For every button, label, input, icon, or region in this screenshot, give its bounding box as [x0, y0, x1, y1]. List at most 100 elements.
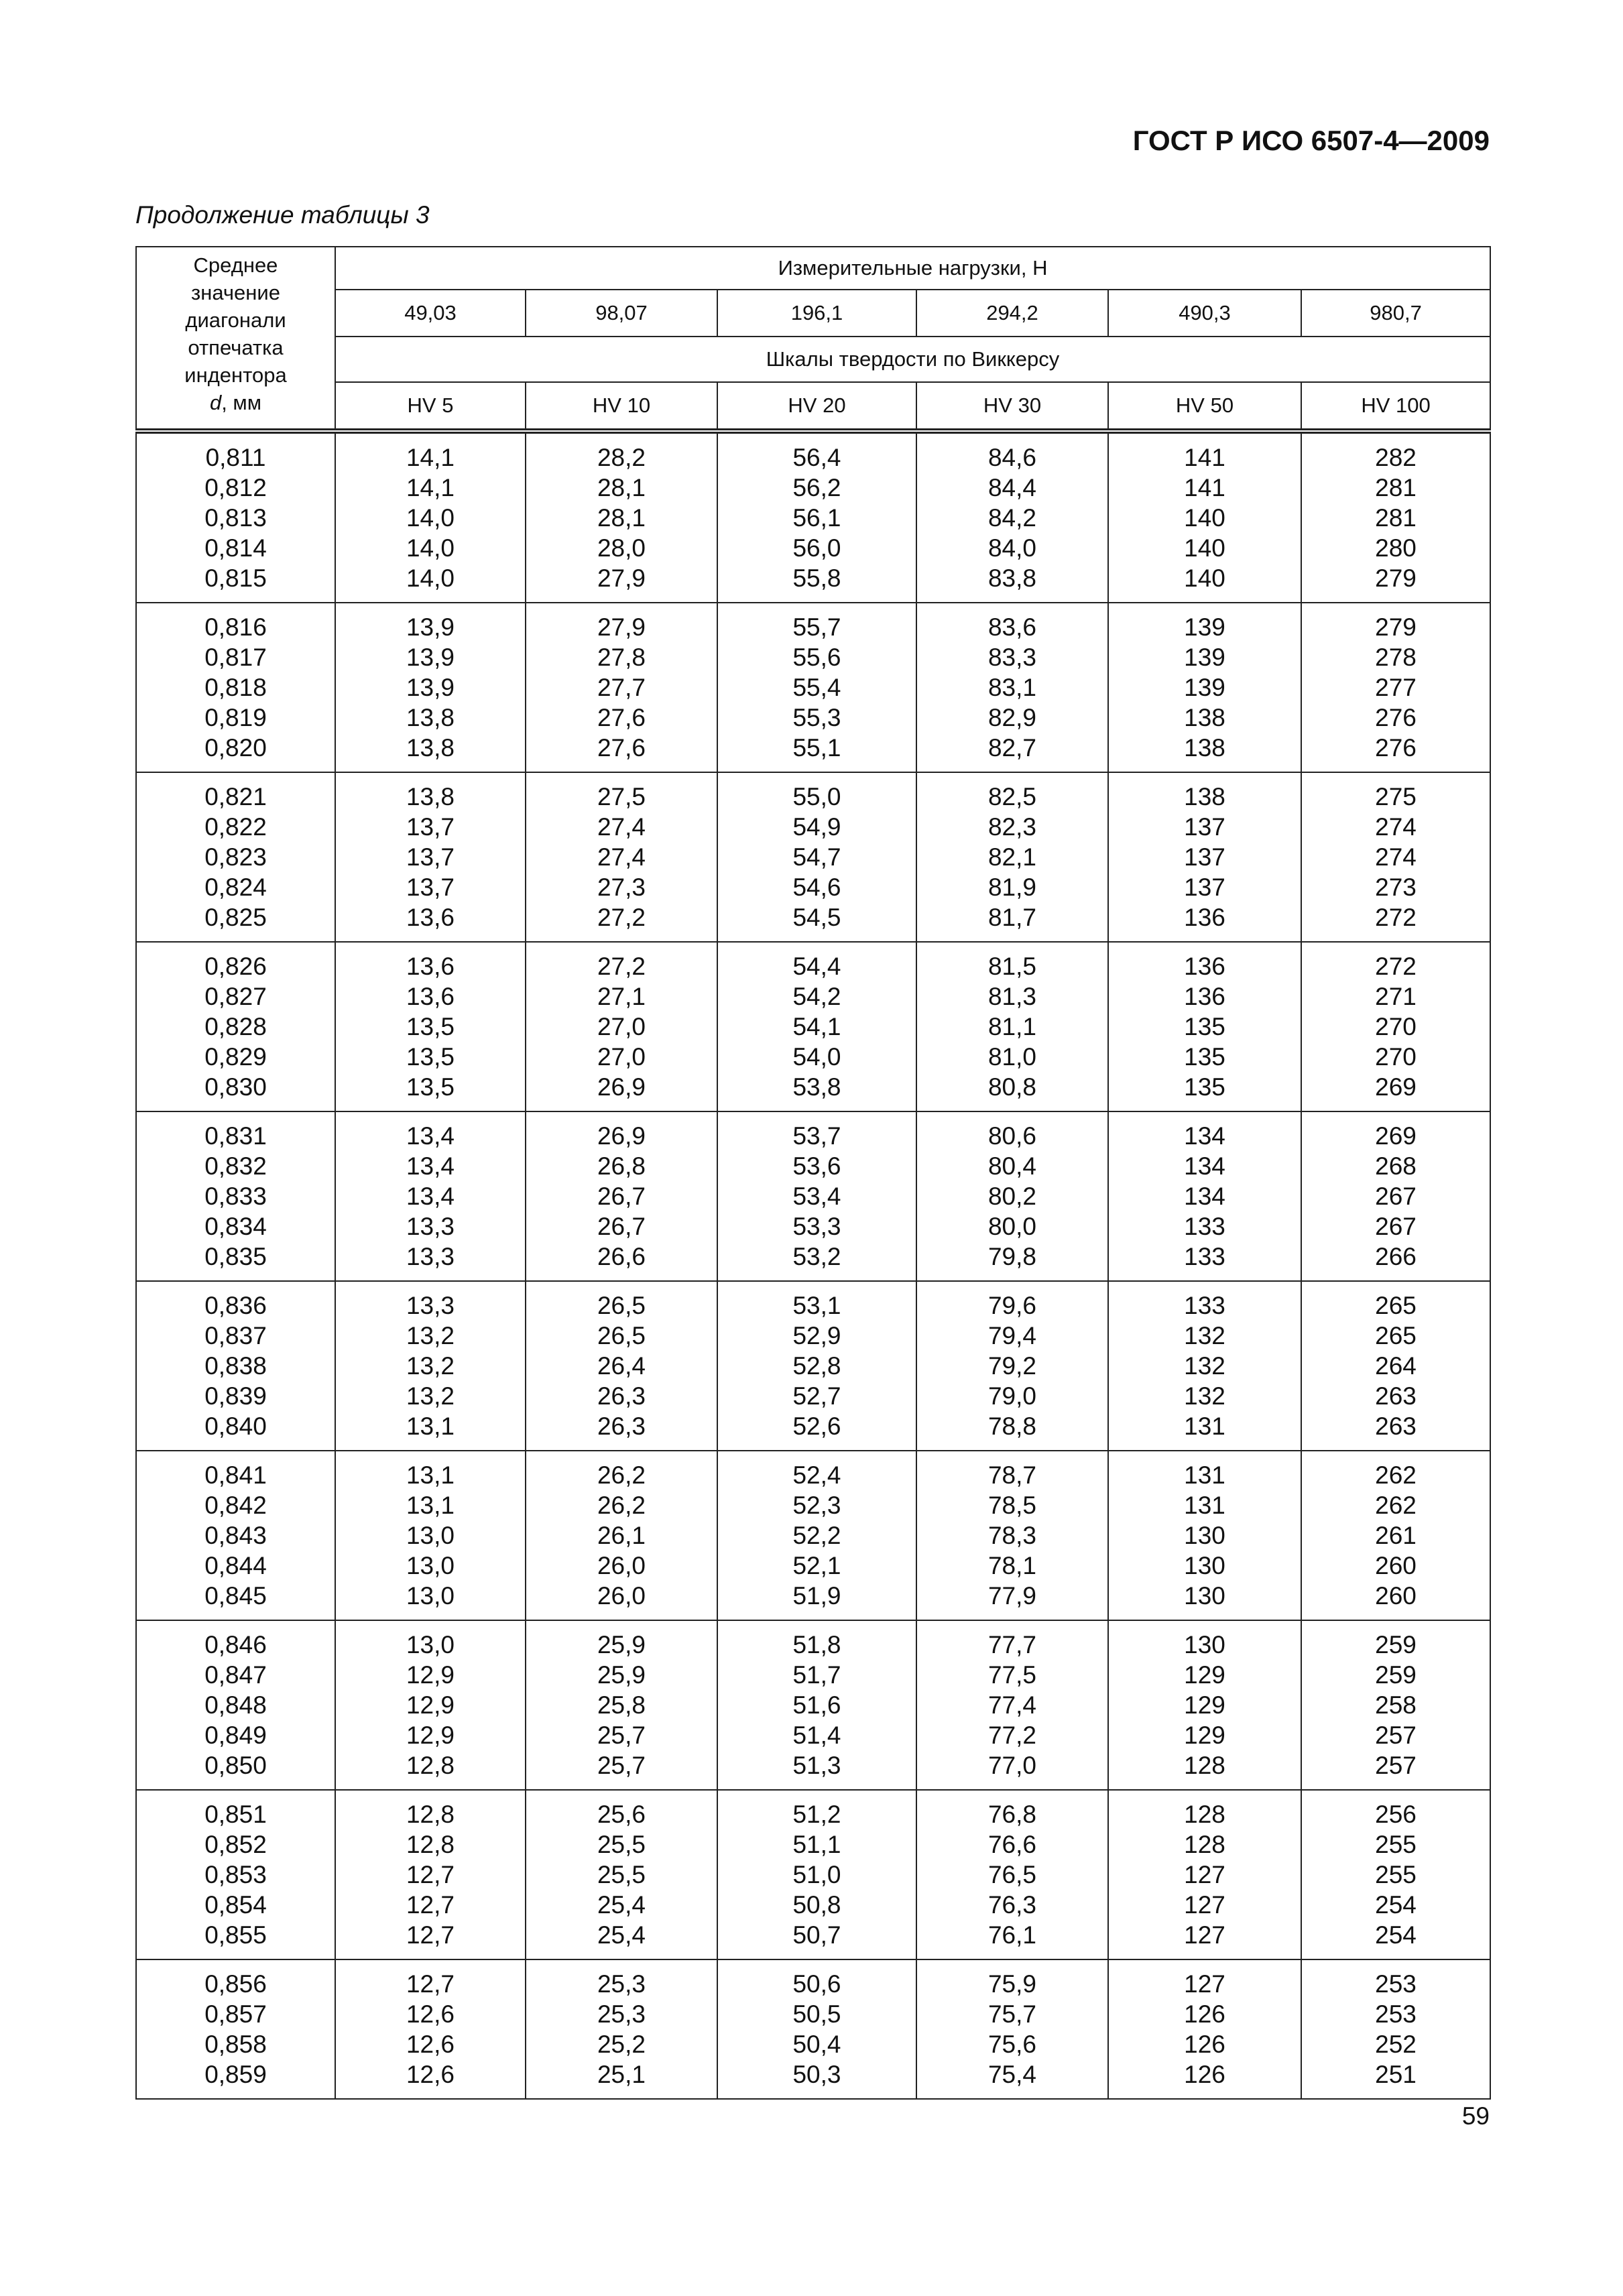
hardness-value: 271 — [1375, 983, 1417, 1010]
hardness-value: 83,1 — [987, 674, 1036, 701]
diagonal-value: 0,816 — [204, 613, 267, 641]
hardness-cell: 136 136 135 135 135 — [1107, 941, 1302, 1112]
hardness-value: 254 — [1375, 1921, 1417, 1949]
hardness-cell: 272 271 270 270 269 — [1300, 941, 1492, 1112]
hardness-value: 55,0 — [792, 783, 841, 810]
diagonal-value: 0,836 — [204, 1292, 267, 1319]
hardness-value: 28,2 — [597, 444, 646, 471]
diagonal-value: 0,846 — [204, 1631, 267, 1658]
hardness-value: 79,0 — [987, 1382, 1036, 1410]
hardness-value: 263 — [1375, 1382, 1417, 1410]
hardness-value: 26,2 — [597, 1492, 646, 1519]
hardness-value: 25,4 — [597, 1891, 646, 1919]
hardness-value: 77,5 — [987, 1661, 1036, 1689]
hardness-value: 138 — [1184, 783, 1225, 810]
hardness-cell: 25,9 25,9 25,8 25,7 25,7 — [525, 1620, 718, 1791]
hardness-value: 51,4 — [792, 1721, 841, 1749]
hardness-value: 25,5 — [597, 1831, 646, 1858]
hardness-value: 52,3 — [792, 1492, 841, 1519]
diagonal-value: 0,824 — [204, 873, 267, 901]
hardness-value: 263 — [1375, 1412, 1417, 1440]
hardness-value: 276 — [1375, 704, 1417, 731]
diagonal-value: 0,834 — [204, 1213, 267, 1240]
hardness-cell: 133 132 132 132 131 — [1107, 1280, 1302, 1451]
hardness-cell: 13,6 13,6 13,5 13,5 13,5 — [335, 941, 526, 1112]
diagonal-value: 0,817 — [204, 644, 267, 671]
diagonal-value: 0,839 — [204, 1382, 267, 1410]
diagonal-cell: 0,821 0,822 0,823 0,824 0,825 — [135, 772, 336, 943]
hardness-cell: 53,1 52,9 52,8 52,7 52,6 — [717, 1280, 917, 1451]
corner-cell: Среднее значение диагонали отпечатка инденто… — [135, 246, 336, 434]
hardness-value: 26,5 — [597, 1292, 646, 1319]
hardness-value: 26,4 — [597, 1352, 646, 1380]
hardness-value: 12,9 — [406, 1721, 455, 1749]
hardness-value: 13,5 — [406, 1043, 455, 1071]
hardness-value: 13,0 — [406, 1552, 455, 1579]
hardness-value: 82,3 — [987, 813, 1036, 841]
hardness-value: 26,8 — [597, 1152, 646, 1180]
hardness-value: 25,9 — [597, 1661, 646, 1689]
load-cell: 980,7 — [1300, 289, 1492, 337]
hardness-value: 54,6 — [792, 873, 841, 901]
load-cell: 98,07 — [525, 289, 718, 337]
hardness-value: 13,9 — [406, 674, 455, 701]
hardness-value: 25,6 — [597, 1801, 646, 1828]
hardness-value: 272 — [1375, 904, 1417, 931]
diagonal-value: 0,814 — [204, 534, 267, 562]
hardness-value: 13,7 — [406, 873, 455, 901]
hardness-value: 51,9 — [792, 1582, 841, 1610]
hardness-value: 51,1 — [792, 1831, 841, 1858]
diagonal-value: 0,812 — [204, 474, 267, 501]
hardness-value: 127 — [1184, 1921, 1225, 1949]
hardness-value: 81,9 — [987, 873, 1036, 901]
hardness-value: 137 — [1184, 813, 1225, 841]
corner-line: d, мм — [137, 389, 335, 416]
hardness-value: 50,7 — [792, 1921, 841, 1949]
hardness-value: 136 — [1184, 904, 1225, 931]
hardness-cell: 12,7 12,6 12,6 12,6 — [335, 1959, 526, 2100]
hardness-value: 137 — [1184, 873, 1225, 901]
hardness-value: 27,9 — [597, 613, 646, 641]
hardness-value: 79,2 — [987, 1352, 1036, 1380]
load-cell: 196,1 — [717, 289, 917, 337]
hardness-value: 76,5 — [987, 1861, 1036, 1888]
diagonal-value: 0,811 — [205, 444, 266, 471]
hardness-value: 56,0 — [792, 534, 841, 562]
hardness-value: 84,2 — [987, 504, 1036, 532]
hardness-value: 27,6 — [597, 704, 646, 731]
hardness-value: 27,5 — [597, 783, 646, 810]
hardness-value: 76,8 — [987, 1801, 1036, 1828]
hardness-cell: 26,9 26,8 26,7 26,7 26,6 — [525, 1111, 718, 1282]
hardness-value: 261 — [1375, 1522, 1417, 1549]
hardness-value: 54,0 — [792, 1043, 841, 1071]
hardness-value: 269 — [1375, 1122, 1417, 1150]
hardness-value: 84,4 — [987, 474, 1036, 501]
hardness-value: 51,0 — [792, 1861, 841, 1888]
hardness-value: 25,3 — [597, 1970, 646, 1998]
load-cell: 490,3 — [1107, 289, 1302, 337]
hardness-value: 50,3 — [792, 2061, 841, 2088]
hardness-value: 267 — [1375, 1183, 1417, 1210]
hardness-value: 13,6 — [406, 983, 455, 1010]
hardness-value: 272 — [1375, 953, 1417, 980]
hardness-value: 132 — [1184, 1352, 1225, 1380]
hardness-value: 51,3 — [792, 1752, 841, 1779]
hardness-value: 77,9 — [987, 1582, 1036, 1610]
hardness-value: 13,9 — [406, 613, 455, 641]
diagonal-value: 0,849 — [204, 1721, 267, 1749]
hardness-value: 257 — [1375, 1752, 1417, 1779]
hardness-value: 270 — [1375, 1013, 1417, 1040]
hardness-value: 27,0 — [597, 1013, 646, 1040]
hardness-value: 131 — [1184, 1492, 1225, 1519]
hardness-value: 276 — [1375, 734, 1417, 762]
hardness-value: 50,8 — [792, 1891, 841, 1919]
hardness-value: 52,8 — [792, 1352, 841, 1380]
hardness-value: 75,6 — [987, 2031, 1036, 2058]
diagonal-cell: 0,826 0,827 0,828 0,829 0,830 — [135, 941, 336, 1112]
hardness-value: 82,5 — [987, 783, 1036, 810]
hardness-value: 27,0 — [597, 1043, 646, 1071]
hardness-cell: 83,6 83,3 83,1 82,9 82,7 — [916, 602, 1109, 773]
diagonal-value: 0,840 — [204, 1412, 267, 1440]
hardness-value: 56,2 — [792, 474, 841, 501]
hardness-value: 53,4 — [792, 1183, 841, 1210]
